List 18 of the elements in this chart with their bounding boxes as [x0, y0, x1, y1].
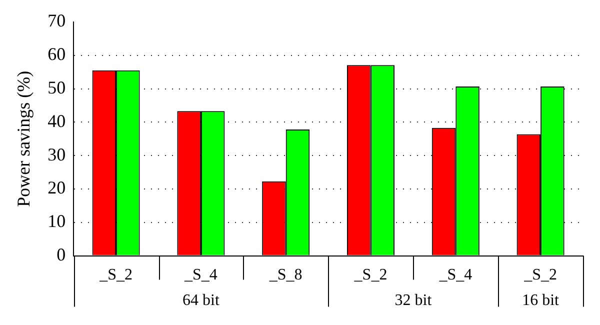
x-tick-label: _S_4 [183, 266, 218, 284]
y-tick-label: 60 [48, 44, 66, 64]
x-tick-label: _S_4 [438, 266, 472, 284]
text: 64 bit [182, 292, 220, 310]
y-tick-label: 20 [48, 178, 66, 198]
y-tick-label: 50 [48, 78, 66, 98]
y-tick-label: 30 [48, 144, 66, 164]
text: 32 bit [394, 292, 432, 310]
y-tick-label: 70 [48, 10, 66, 31]
y-tick-label: 0 [56, 244, 66, 265]
y-tick-label: 10 [48, 211, 66, 232]
x-tick-label: _S_2 [353, 266, 388, 284]
x-tick-label: _S_2 [523, 266, 558, 284]
x-tick-label: _S_2 [98, 266, 133, 284]
y-tick-label: 40 [48, 110, 66, 131]
y-axis-title: Power savings (%) [14, 70, 34, 207]
text: 16 bit [522, 292, 560, 310]
x-tick-label: _S_8 [268, 266, 302, 284]
